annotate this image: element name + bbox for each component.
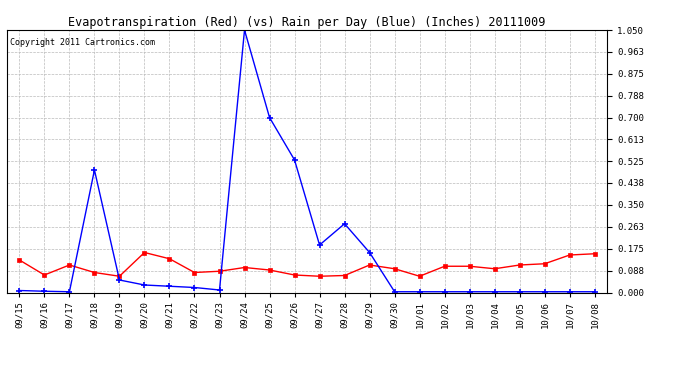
Text: Copyright 2011 Cartronics.com: Copyright 2011 Cartronics.com: [10, 38, 155, 47]
Title: Evapotranspiration (Red) (vs) Rain per Day (Blue) (Inches) 20111009: Evapotranspiration (Red) (vs) Rain per D…: [68, 16, 546, 29]
